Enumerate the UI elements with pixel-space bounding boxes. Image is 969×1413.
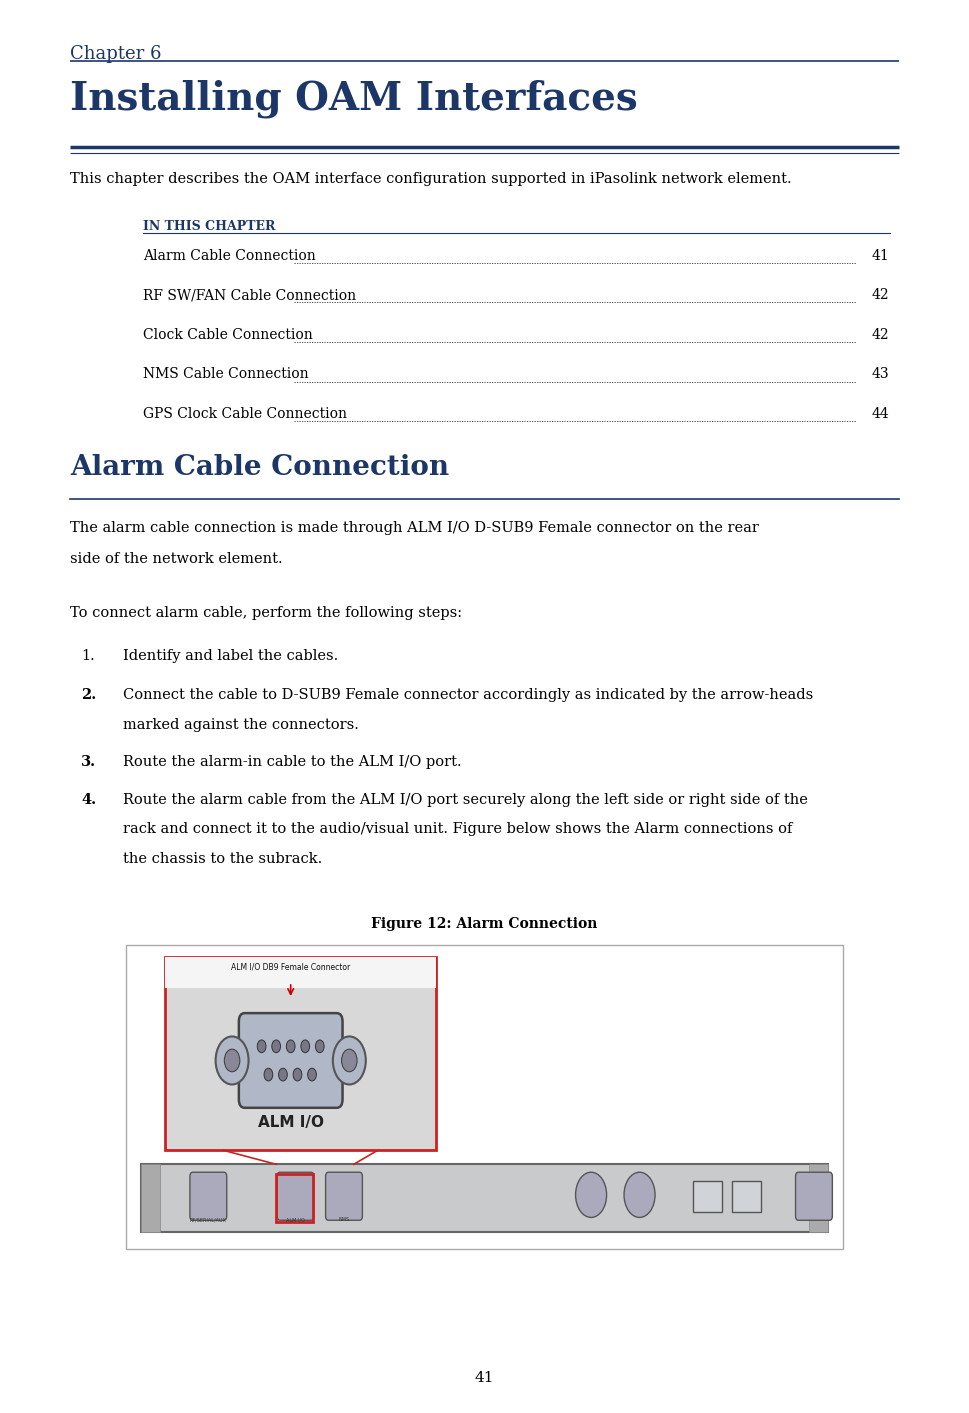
Bar (732, 1181, 761, 1212)
Text: Connect the cable to D-SUB9 Female connector accordingly as indicated by the arr: Connect the cable to D-SUB9 Female conne… (123, 688, 813, 702)
Text: IN THIS CHAPTER: IN THIS CHAPTER (143, 220, 276, 233)
Circle shape (224, 1048, 239, 1072)
Text: 42: 42 (872, 288, 890, 302)
Circle shape (287, 1040, 296, 1053)
Text: 43: 43 (872, 367, 890, 382)
FancyBboxPatch shape (277, 1173, 314, 1221)
Circle shape (215, 1037, 248, 1085)
FancyBboxPatch shape (141, 1164, 160, 1232)
Text: This chapter describes the OAM interface configuration supported in iPasolink ne: This chapter describes the OAM interface… (70, 172, 792, 187)
Bar (693, 1181, 722, 1212)
Circle shape (315, 1040, 324, 1053)
Circle shape (257, 1040, 266, 1053)
FancyBboxPatch shape (141, 1164, 828, 1232)
Text: 1.: 1. (81, 649, 95, 663)
Text: Figure 12: Alarm Connection: Figure 12: Alarm Connection (371, 917, 598, 931)
Text: 41: 41 (872, 249, 890, 263)
Text: 42: 42 (872, 328, 890, 342)
Circle shape (271, 1040, 281, 1053)
Text: side of the network element.: side of the network element. (70, 552, 282, 567)
Text: NMS Cable Connection: NMS Cable Connection (143, 367, 313, 382)
FancyBboxPatch shape (190, 1173, 227, 1221)
Text: the chassis to the subrack.: the chassis to the subrack. (123, 852, 323, 866)
Text: To connect alarm cable, perform the following steps:: To connect alarm cable, perform the foll… (70, 606, 462, 620)
Text: RF SW/FAN Cable Connection: RF SW/FAN Cable Connection (143, 288, 357, 302)
Text: NMS: NMS (338, 1217, 350, 1222)
Circle shape (293, 1068, 301, 1081)
FancyBboxPatch shape (809, 1164, 828, 1232)
Circle shape (307, 1068, 316, 1081)
Text: Identify and label the cables.: Identify and label the cables. (123, 649, 338, 663)
Text: The alarm cable connection is made through ALM I/O D-SUB9 Female connector on th: The alarm cable connection is made throu… (70, 521, 759, 536)
Circle shape (264, 1068, 272, 1081)
Circle shape (341, 1048, 357, 1072)
FancyBboxPatch shape (165, 957, 436, 1150)
Text: 2.: 2. (81, 688, 97, 702)
Text: 4.: 4. (81, 793, 97, 807)
Text: ALM I/O: ALM I/O (286, 1217, 305, 1222)
Text: ALM I/O: ALM I/O (258, 1115, 324, 1130)
Text: 41: 41 (475, 1371, 494, 1385)
Circle shape (576, 1173, 607, 1218)
Text: Clock Cable Connection: Clock Cable Connection (143, 328, 313, 342)
FancyBboxPatch shape (238, 1013, 343, 1108)
Text: rack and connect it to the audio/visual unit. Figure below shows the Alarm conne: rack and connect it to the audio/visual … (123, 822, 793, 836)
Text: 3.: 3. (81, 755, 97, 769)
Circle shape (279, 1068, 287, 1081)
Circle shape (333, 1037, 366, 1085)
Text: RF/SERIAL/AUX: RF/SERIAL/AUX (190, 1217, 227, 1222)
Text: Chapter 6: Chapter 6 (70, 45, 161, 64)
Text: GPS Clock Cable Connection: GPS Clock Cable Connection (143, 407, 352, 421)
Text: 44: 44 (872, 407, 890, 421)
FancyBboxPatch shape (326, 1173, 362, 1221)
Text: marked against the connectors.: marked against the connectors. (123, 718, 359, 732)
Circle shape (624, 1173, 655, 1218)
Text: Route the alarm-in cable to the ALM I/O port.: Route the alarm-in cable to the ALM I/O … (123, 755, 461, 769)
Text: Alarm Cable Connection: Alarm Cable Connection (143, 249, 316, 263)
Circle shape (300, 1040, 310, 1053)
Text: Installing OAM Interfaces: Installing OAM Interfaces (70, 79, 638, 117)
Text: Alarm Cable Connection: Alarm Cable Connection (70, 454, 449, 480)
Text: ALM I/O DB9 Female Connector: ALM I/O DB9 Female Connector (231, 962, 351, 971)
Text: Route the alarm cable from the ALM I/O port securely along the left side or righ: Route the alarm cable from the ALM I/O p… (123, 793, 808, 807)
FancyBboxPatch shape (126, 945, 843, 1249)
FancyBboxPatch shape (796, 1173, 832, 1221)
FancyBboxPatch shape (165, 957, 436, 988)
